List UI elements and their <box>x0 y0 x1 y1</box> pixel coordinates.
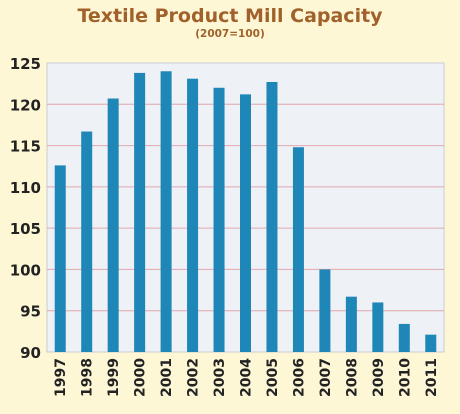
chart-title: Textile Product Mill Capacity <box>77 5 383 27</box>
bar <box>107 98 119 353</box>
x-tick-label: 2006 <box>291 358 307 397</box>
bar <box>81 131 93 352</box>
y-tick-label: 90 <box>20 344 41 362</box>
x-tick-label: 1998 <box>80 358 96 397</box>
y-tick-label: 125 <box>10 55 41 73</box>
x-tick-label: 2008 <box>344 358 360 397</box>
x-tick-label: 2005 <box>265 358 281 397</box>
x-tick-label: 2000 <box>133 358 149 397</box>
y-tick-label: 100 <box>10 261 41 279</box>
x-tick-label: 2001 <box>159 358 175 397</box>
bar <box>292 147 304 352</box>
x-tick-label: 1999 <box>106 358 122 397</box>
y-tick-label: 105 <box>10 220 41 238</box>
bar <box>160 71 172 352</box>
bar <box>372 302 384 352</box>
y-tick-label: 120 <box>10 96 41 114</box>
x-tick-label: 2009 <box>371 358 387 397</box>
bar <box>134 72 146 352</box>
plot-area: 90 95 100 105 110 115 120 125 1997 1998 1999 2000 20… <box>10 55 445 397</box>
bar <box>54 165 66 352</box>
y-tick-label: 95 <box>20 303 41 321</box>
bar <box>319 269 331 352</box>
x-tick-label: 2002 <box>186 358 202 397</box>
x-tick-label: 2011 <box>424 358 440 397</box>
x-tick-label: 2004 <box>239 358 255 397</box>
y-tick-label: 110 <box>10 179 41 197</box>
bar <box>266 81 278 353</box>
chart-subtitle: (2007=100) <box>195 28 265 40</box>
bar <box>213 87 225 353</box>
bar <box>345 296 357 352</box>
bar <box>398 323 410 352</box>
x-tick-label: 1997 <box>53 358 69 397</box>
x-tick-label: 2003 <box>212 358 228 397</box>
bar <box>187 78 199 352</box>
x-tick-label: 2010 <box>397 358 413 397</box>
x-tick-label: 2007 <box>318 358 334 397</box>
bar <box>240 94 251 353</box>
y-tick-label: 115 <box>10 138 41 156</box>
bar <box>425 334 437 352</box>
